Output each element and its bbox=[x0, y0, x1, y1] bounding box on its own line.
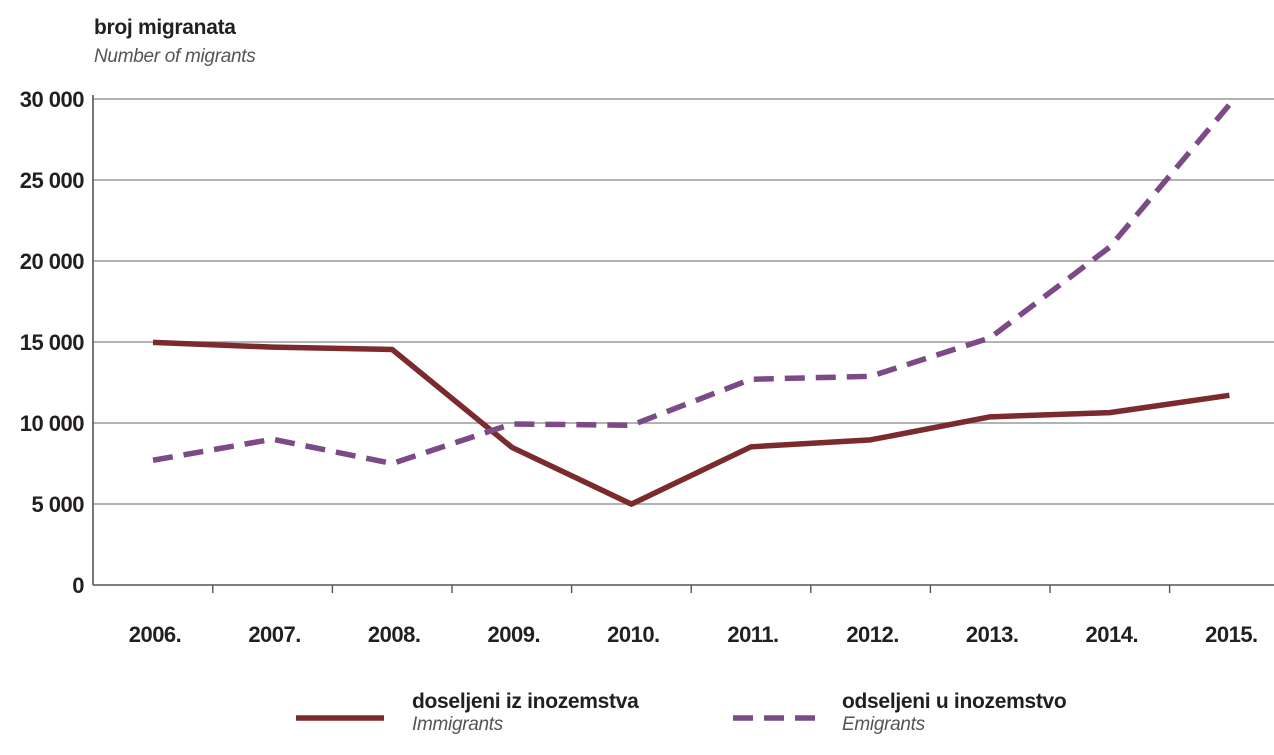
x-tick-label: 2011. bbox=[727, 622, 778, 647]
x-tick-label: 2006. bbox=[129, 622, 182, 647]
legend-label-immigrants: doseljeni iz inozemstva bbox=[412, 690, 639, 713]
x-tick-label: 2008. bbox=[368, 622, 421, 647]
y-tick-label: 5 000 bbox=[31, 492, 84, 517]
series-lines bbox=[152, 102, 1232, 507]
x-axis bbox=[92, 95, 1274, 593]
x-tick-label: 2012. bbox=[846, 622, 899, 647]
x-tick-label: 2015. bbox=[1205, 622, 1258, 647]
legend-sublabel-immigrants: Immigrants bbox=[412, 714, 503, 735]
x-tick-label: 2007. bbox=[248, 622, 301, 647]
y-axis-title: broj migranata bbox=[94, 16, 236, 39]
legend-item-emigrants: odseljeni u inozemstvo Emigrants bbox=[842, 690, 1067, 736]
y-tick-label: 15 000 bbox=[20, 330, 85, 355]
y-tick-label: 10 000 bbox=[20, 411, 85, 436]
x-tick-label: 2014. bbox=[1086, 622, 1139, 647]
series-line-immigrants bbox=[152, 339, 1230, 507]
y-tick-label: 30 000 bbox=[20, 87, 85, 112]
y-axis-subtitle: Number of migrants bbox=[94, 46, 256, 67]
grid-lines bbox=[93, 98, 1274, 505]
x-tick-label: 2013. bbox=[966, 622, 1019, 647]
series-line-emigrants bbox=[152, 102, 1232, 467]
y-tick-label: 0 bbox=[72, 573, 84, 598]
x-tick-labels: 2006. 2007. 2008. 2009. 2010. 2011. 2012. 2013.… bbox=[129, 622, 1258, 647]
x-tick-label: 2009. bbox=[488, 622, 541, 647]
y-tick-label: 20 000 bbox=[20, 249, 85, 274]
legend-sublabel-emigrants: Emigrants bbox=[842, 714, 925, 735]
y-tick-labels: 0 5 000 10 000 15 000 20 000 25 000 30 000 bbox=[20, 87, 85, 598]
legend-item-immigrants: doseljeni iz inozemstva Immigrants bbox=[412, 690, 639, 736]
x-tick-label: 2010. bbox=[607, 622, 660, 647]
legend-label-emigrants: odseljeni u inozemstvo bbox=[842, 690, 1067, 713]
y-tick-label: 25 000 bbox=[20, 168, 85, 193]
